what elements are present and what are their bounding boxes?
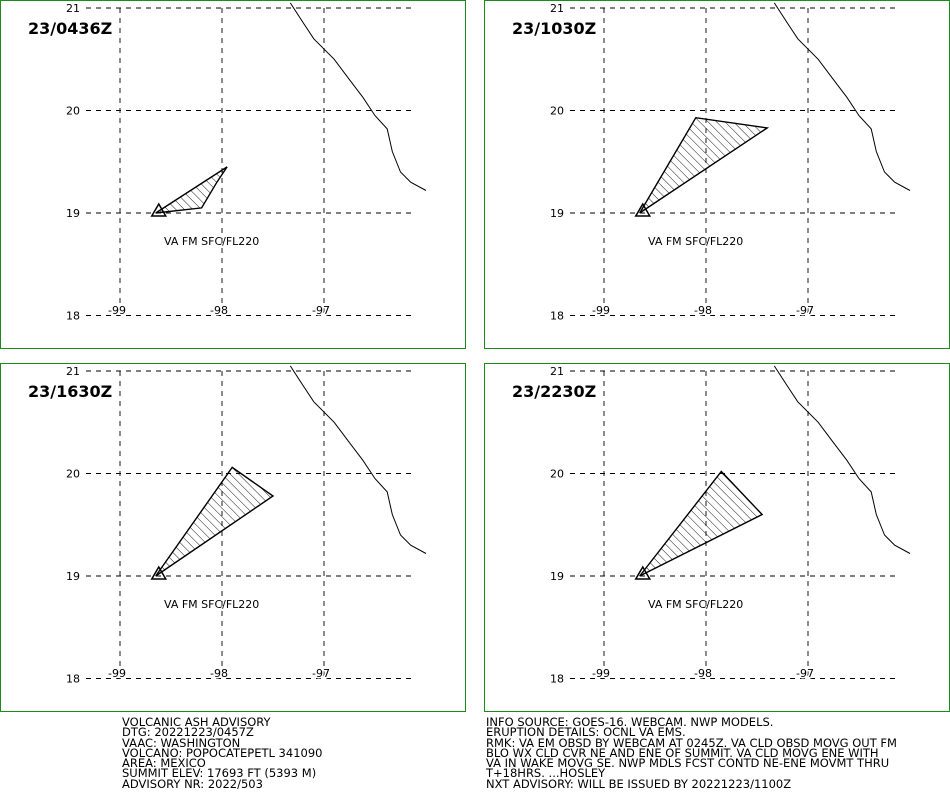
coastline: [289, 365, 427, 554]
va-level-label: VA FM SFC/FL220: [164, 598, 259, 611]
advisory-details-right: INFO SOURCE: GOES-16. WEBCAM. NWP MODELS…: [486, 715, 897, 791]
advisory-line: VOLCANO: POPOCATEPETL 341090: [122, 745, 323, 760]
map-panel-4: 21 20 19 18 -99 -98 -97 23/2230Z VA FM SFC/FL220: [484, 363, 950, 712]
advisory-line: SUMMIT ELEV: 17693 FT (5393 M): [122, 766, 317, 781]
longitude-label: -97: [312, 304, 330, 317]
longitude-label: -97: [796, 304, 814, 317]
map-frame: [0, 363, 466, 712]
map-panel-3: 21 20 19 18 -99 -98 -97 23/1630Z VA FM SFC/FL220: [0, 363, 466, 712]
longitude-label: -97: [312, 667, 330, 680]
latitude-label: 18: [550, 310, 564, 323]
advisory-line: VOLCANIC ASH ADVISORY: [122, 715, 271, 729]
advisory-line: NXT ADVISORY: WILL BE ISSUED BY 20221223…: [486, 776, 792, 791]
advisory-line: AREA: MEXICO: [122, 756, 206, 771]
longitude-label: -98: [210, 667, 228, 680]
coastline: [289, 2, 427, 191]
latitude-label: 20: [550, 105, 564, 118]
longitude-label: -98: [210, 304, 228, 317]
panel-time-label: 23/2230Z: [512, 382, 596, 401]
advisory-line: VA IN WAKE MOVG SE. NWP MDLS FCST CONTD …: [486, 756, 890, 771]
coastline: [773, 2, 911, 191]
latitude-label: 21: [66, 2, 80, 15]
map-panel-1: 21 20 19 18 -99 -98 -97 23/0436Z VA FM SFC/FL220: [0, 0, 466, 349]
ash-cloud-polygon: [639, 470, 764, 577]
longitude-label: -98: [694, 667, 712, 680]
advisory-line: RMK: VA EM OBSD BY WEBCAM AT 0245Z. VA C…: [486, 735, 897, 750]
latitude-label: 18: [66, 673, 80, 686]
map-svg-3: 21 20 19 18 -99 -98 -97 23/1630Z VA FM SFC/FL220: [0, 363, 466, 712]
latitude-label: 21: [550, 2, 564, 15]
advisory-line: ADVISORY NR: 2022/503: [122, 776, 263, 791]
coastline: [773, 365, 911, 554]
ash-cloud-polygon: [639, 116, 770, 214]
panel-time-label: 23/1030Z: [512, 19, 596, 38]
advisory-line: BLO WX CLD CVR NE AND ENE OF SUMMIT. VA …: [486, 745, 879, 760]
longitude-label: -99: [592, 304, 610, 317]
map-svg-1: 21 20 19 18 -99 -98 -97 23/0436Z VA FM SFC/FL220: [0, 0, 466, 349]
map-svg-4: 21 20 19 18 -99 -98 -97 23/2230Z VA FM SFC/FL220: [484, 363, 950, 712]
advisory-line: VAAC: WASHINGTON: [122, 735, 241, 750]
latitude-label: 19: [66, 570, 80, 583]
va-level-label: VA FM SFC/FL220: [648, 598, 743, 611]
map-panel-2: 21 20 19 18 -99 -98 -97 23/1030Z VA FM SFC/FL220: [484, 0, 950, 349]
va-level-label: VA FM SFC/FL220: [648, 235, 743, 248]
latitude-label: 21: [66, 365, 80, 378]
map-frame: [484, 0, 950, 349]
volcano-triangle-icon: [150, 202, 168, 217]
advisory-header-left: VOLCANIC ASH ADVISORY DTG: 20221223/0457…: [122, 715, 323, 791]
map-frame: [0, 0, 466, 349]
map-svg-2: 21 20 19 18 -99 -98 -97 23/1030Z VA FM SFC/FL220: [484, 0, 950, 349]
advisory-line: INFO SOURCE: GOES-16. WEBCAM. NWP MODELS…: [486, 715, 774, 729]
longitude-label: -97: [796, 667, 814, 680]
latitude-label: 19: [550, 207, 564, 220]
longitude-label: -99: [108, 667, 126, 680]
advisory-line: DTG: 20221223/0457Z: [122, 725, 254, 740]
volcano-triangle-icon: [634, 202, 652, 217]
longitude-label: -98: [694, 304, 712, 317]
longitude-label: -99: [592, 667, 610, 680]
latitude-label: 20: [66, 468, 80, 481]
longitude-label: -99: [108, 304, 126, 317]
latitude-label: 19: [66, 207, 80, 220]
panel-time-label: 23/0436Z: [28, 19, 112, 38]
latitude-label: 18: [550, 673, 564, 686]
advisory-line: ERUPTION DETAILS: OCNL VA EMS.: [486, 725, 686, 740]
latitude-label: 20: [550, 468, 564, 481]
panel-time-label: 23/1630Z: [28, 382, 112, 401]
latitude-label: 21: [550, 365, 564, 378]
volcano-triangle-icon: [634, 565, 652, 580]
volcano-triangle-icon: [150, 565, 168, 580]
latitude-label: 18: [66, 310, 80, 323]
latitude-label: 20: [66, 105, 80, 118]
va-level-label: VA FM SFC/FL220: [164, 235, 259, 248]
advisory-line: T+18HRS. ...HOSLEY: [486, 766, 606, 781]
ash-cloud-polygon: [155, 166, 228, 214]
latitude-label: 19: [550, 570, 564, 583]
ash-cloud-polygon: [155, 466, 275, 577]
